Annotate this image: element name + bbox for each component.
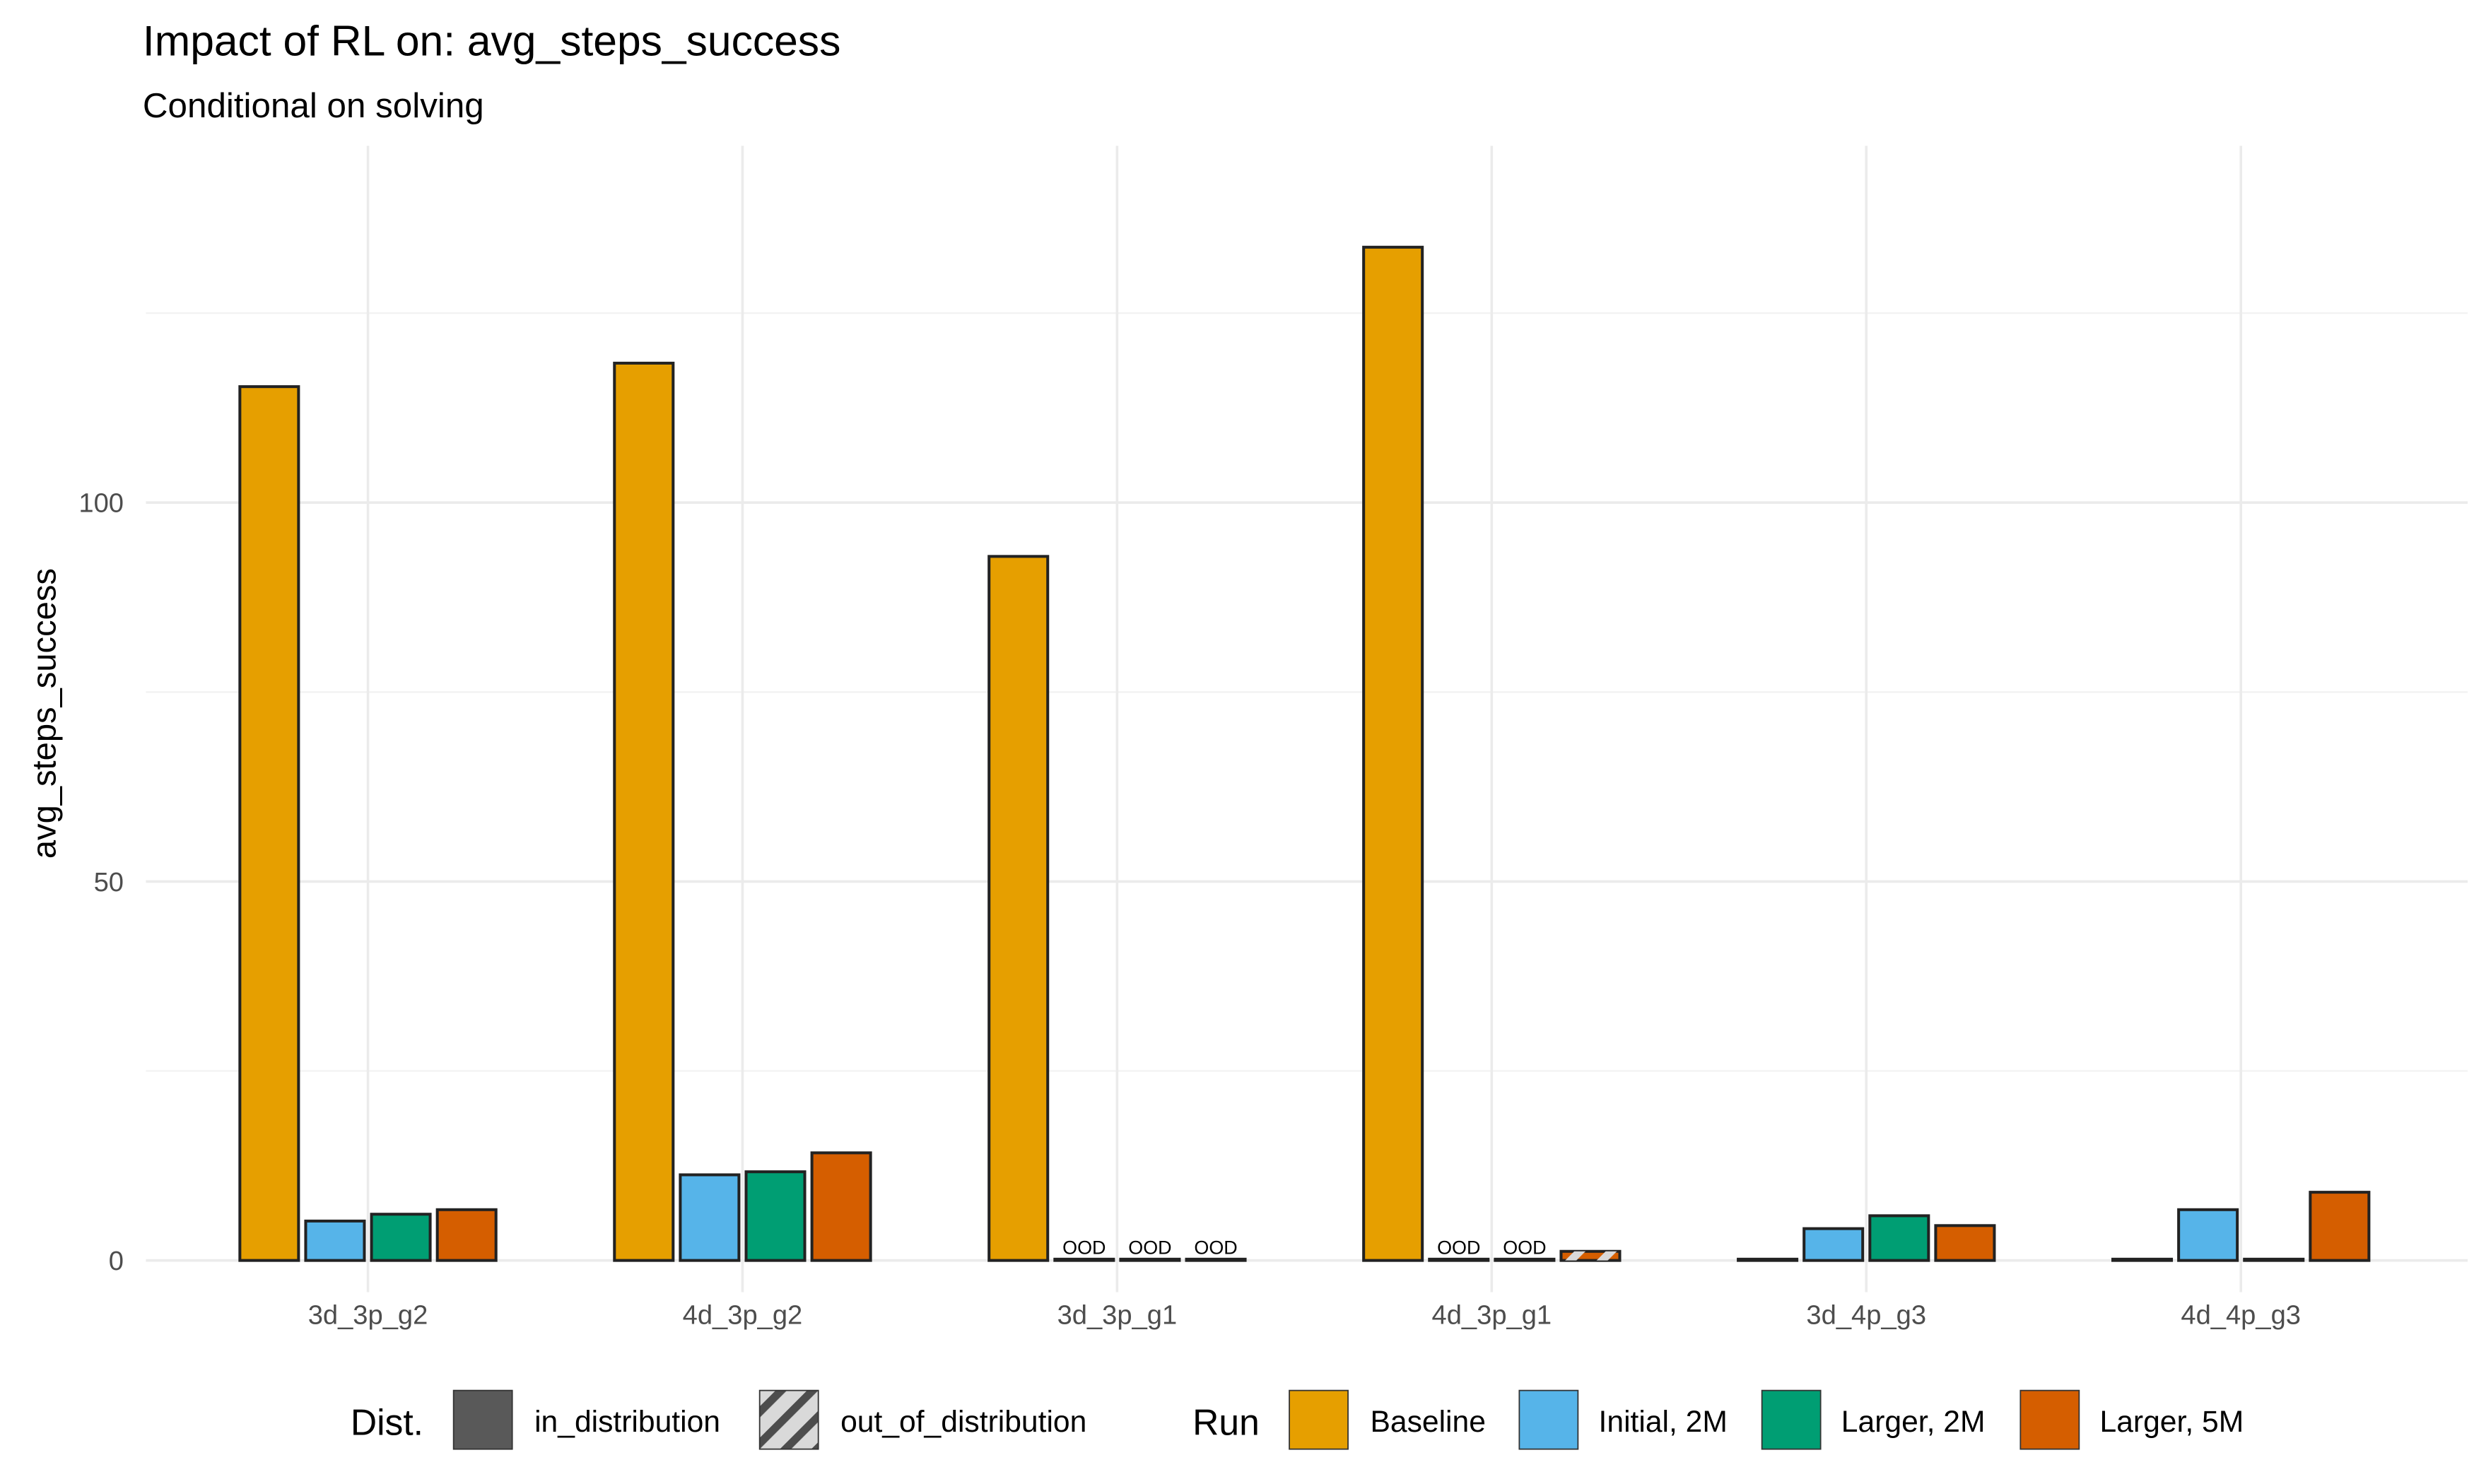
legend-key-larger-2m xyxy=(1761,1389,1822,1450)
bar-larger-5m-4d_3p_g2 xyxy=(810,1151,872,1262)
x-ticks: 3d_3p_g2 4d_3p_g2 3d_3p_g1 4d_3p_g1 3d_4p_g3… xyxy=(308,1300,2301,1330)
x-tick-label: 3d_4p_g3 xyxy=(1806,1300,1926,1330)
y-axis-label: avg_steps_success xyxy=(25,568,63,859)
legend-key-larger-5m xyxy=(2019,1389,2080,1450)
bar-baseline-4d_3p_g1 xyxy=(1362,245,1424,1262)
legend-key-out-of-distribution xyxy=(758,1389,819,1450)
bars xyxy=(238,245,2371,1262)
legend-label-out-of-distribution: out_of_distribution xyxy=(840,1405,1086,1439)
x-tick-label: 3d_3p_g2 xyxy=(308,1300,428,1330)
legend-run-title: Run xyxy=(1192,1401,1260,1442)
bar-initial-2m-3d_3p_g2 xyxy=(304,1219,366,1262)
bar-baseline-4d_4p_g3 xyxy=(2111,1257,2174,1262)
chart-subtitle: Conditional on solving xyxy=(143,86,484,125)
ood-hatch-overlay xyxy=(1561,1251,1620,1261)
legend: Dist. in_distribution out_of_distributio… xyxy=(351,1389,2244,1450)
y-tick-label: 50 xyxy=(94,867,124,897)
legend-label-in-distribution: in_distribution xyxy=(534,1405,720,1439)
legend-key-in-distribution xyxy=(452,1389,513,1450)
bar-initial-2m-3d_3p_g1 xyxy=(1053,1257,1115,1262)
ood-label: OOD xyxy=(1194,1237,1237,1259)
legend-label-initial-2m: Initial, 2M xyxy=(1599,1405,1728,1439)
x-tick-label: 3d_3p_g1 xyxy=(1057,1300,1178,1330)
bar-baseline-3d_3p_g2 xyxy=(238,385,300,1262)
ood-label: OOD xyxy=(1128,1237,1171,1259)
bar-larger-5m-4d_4p_g3 xyxy=(2309,1191,2371,1262)
bar-larger-2m-4d_3p_g1 xyxy=(1494,1257,1556,1262)
x-tick-label: 4d_3p_g2 xyxy=(683,1300,803,1330)
ood-label: OOD xyxy=(1437,1237,1480,1259)
grid xyxy=(146,146,2468,1292)
x-tick-label: 4d_4p_g3 xyxy=(2181,1300,2301,1330)
annotations: OOD OOD OOD OOD OOD xyxy=(1062,1237,1546,1259)
bar-baseline-4d_3p_g2 xyxy=(613,361,675,1262)
bar-larger-2m-4d_4p_g3 xyxy=(2243,1257,2305,1262)
bar-baseline-3d_4p_g3 xyxy=(1737,1257,1799,1262)
y-tick-label: 100 xyxy=(78,488,124,519)
legend-dist-title: Dist. xyxy=(351,1401,423,1442)
legend-label-baseline: Baseline xyxy=(1370,1405,1485,1439)
bar-larger-2m-3d_3p_g2 xyxy=(370,1213,432,1262)
x-tick-label: 4d_3p_g1 xyxy=(1432,1300,1552,1330)
legend-label-larger-5m: Larger, 5M xyxy=(2100,1405,2244,1439)
y-ticks: 0 50 100 xyxy=(78,488,124,1276)
bar-initial-2m-4d_3p_g2 xyxy=(679,1173,741,1262)
legend-label-larger-2m: Larger, 2M xyxy=(1841,1405,1986,1439)
bar-initial-2m-3d_4p_g3 xyxy=(1802,1227,1865,1262)
bar-initial-2m-4d_3p_g1 xyxy=(1428,1257,1490,1262)
y-tick-label: 0 xyxy=(109,1246,124,1276)
bar-larger-2m-3d_3p_g1 xyxy=(1119,1257,1181,1262)
bar-larger-5m-3d_3p_g2 xyxy=(435,1208,498,1262)
legend-key-baseline xyxy=(1289,1389,1349,1450)
bar-baseline-3d_3p_g1 xyxy=(987,555,1050,1262)
ood-label: OOD xyxy=(1062,1237,1106,1259)
bar-larger-5m-3d_3p_g1 xyxy=(1185,1257,1247,1262)
bar-initial-2m-4d_4p_g3 xyxy=(2177,1208,2239,1262)
legend-key-initial-2m xyxy=(1518,1389,1579,1450)
chart-title: Impact of RL on: avg_steps_success xyxy=(143,17,840,65)
bar-larger-2m-3d_4p_g3 xyxy=(1868,1214,1930,1262)
bar-larger-5m-3d_4p_g3 xyxy=(1934,1224,1996,1262)
ood-label: OOD xyxy=(1503,1237,1546,1259)
bar-larger-2m-4d_3p_g2 xyxy=(744,1170,807,1262)
